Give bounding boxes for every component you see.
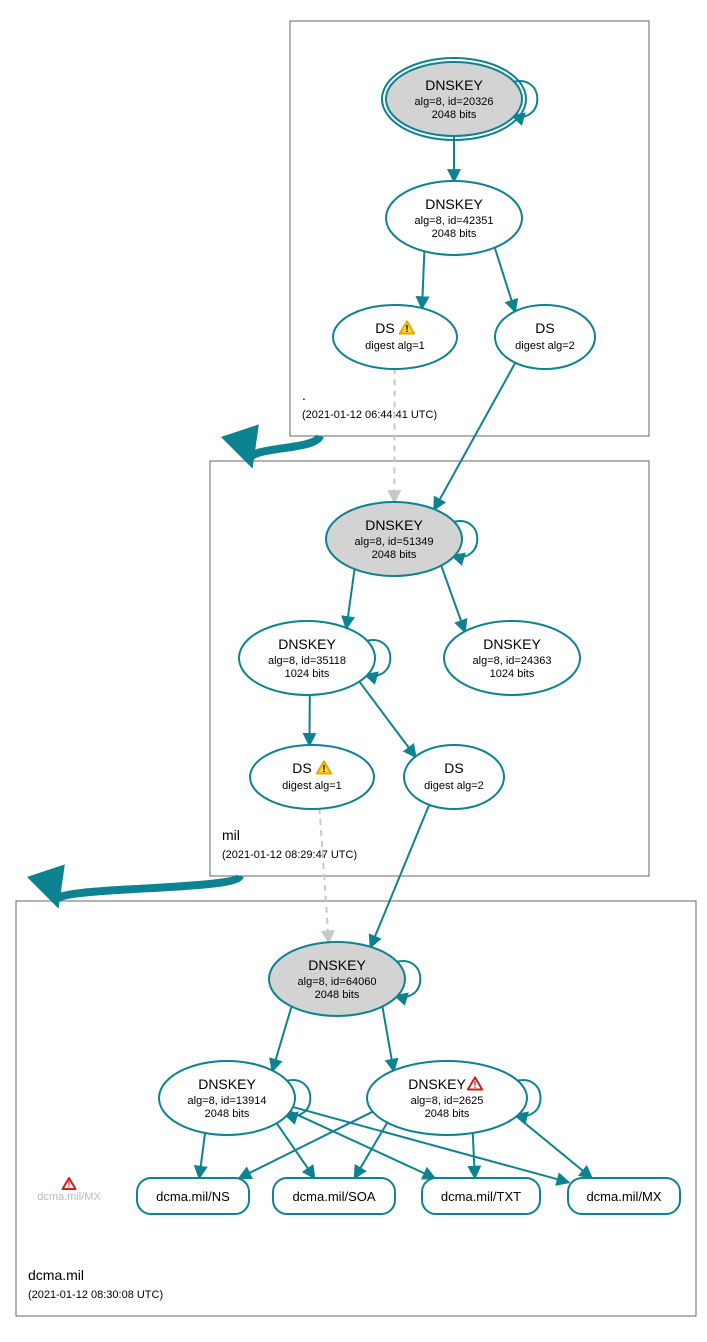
- node-dcma_zsk1: DNSKEY alg=8, id=139142048 bits: [159, 1061, 295, 1135]
- node-line2: alg=8, id=20326: [415, 96, 494, 108]
- node-mil_ds2: DS digest alg=2: [404, 745, 504, 809]
- node-rr_soa: dcma.mil/SOA: [273, 1178, 395, 1214]
- edge: [382, 1006, 394, 1072]
- dnssec-diagram: . (2021-01-12 06:44:41 UTC) mil (2021-01-12…: [0, 0, 707, 1342]
- zone-transition-arrow: [56, 876, 240, 901]
- node-line3: 2048 bits: [432, 228, 477, 240]
- rrset-label: dcma.mil/SOA: [292, 1189, 375, 1204]
- node-line2: alg=8, id=42351: [415, 215, 494, 227]
- node-title: DS: [292, 760, 311, 776]
- rrset-label: dcma.mil/NS: [156, 1189, 230, 1204]
- svg-text:!: !: [322, 764, 325, 775]
- zone-transition-arrow: [250, 436, 320, 461]
- node-title: DS: [444, 760, 463, 776]
- node-line2: digest alg=1: [282, 780, 342, 792]
- node-title: DS: [535, 320, 554, 336]
- node-dcma_ksk: DNSKEY alg=8, id=640602048 bits: [269, 942, 405, 1016]
- node-mil_zsk1: DNSKEY alg=8, id=351181024 bits: [239, 621, 375, 695]
- node-title: DNSKEY: [308, 957, 366, 973]
- edge: [494, 247, 515, 312]
- node-line2: alg=8, id=2625: [411, 1095, 484, 1107]
- edge: [354, 1122, 387, 1179]
- node-title: DNSKEY: [483, 636, 541, 652]
- node-rr_txt: dcma.mil/TXT: [422, 1178, 540, 1214]
- zone-timestamp: (2021-01-12 08:29:47 UTC): [222, 849, 357, 861]
- edge: [272, 1006, 292, 1072]
- node-root_zsk: DNSKEY alg=8, id=423512048 bits: [386, 181, 522, 255]
- node-line3: 2048 bits: [372, 549, 417, 561]
- svg-text:!: !: [68, 1180, 71, 1190]
- edge: [516, 1116, 593, 1179]
- node-root_ksk: DNSKEY alg=8, id=203262048 bits: [382, 58, 526, 140]
- edge: [441, 565, 465, 633]
- node-dcma_zsk2: DNSKEY! alg=8, id=26252048 bits: [367, 1061, 527, 1135]
- node-line2: alg=8, id=51349: [355, 536, 434, 548]
- node-mil_ksk: DNSKEY alg=8, id=513492048 bits: [326, 502, 462, 576]
- node-line2: digest alg=2: [515, 340, 575, 352]
- node-mil_zsk2: DNSKEY alg=8, id=243631024 bits: [444, 621, 580, 695]
- svg-text:!: !: [473, 1080, 476, 1091]
- node-title: DNSKEY: [278, 636, 336, 652]
- zone-label: dcma.mil: [28, 1267, 84, 1283]
- node-line2: alg=8, id=64060: [298, 976, 377, 988]
- node-title: DNSKEY: [365, 517, 423, 533]
- node-line2: alg=8, id=24363: [473, 655, 552, 667]
- node-root_ds2: DS digest alg=2: [495, 305, 595, 369]
- edge: [359, 681, 416, 757]
- zone-label: mil: [222, 827, 240, 843]
- node-title: DS: [375, 320, 394, 336]
- node-line2: alg=8, id=35118: [268, 655, 346, 667]
- node-line3: 2048 bits: [425, 1108, 470, 1120]
- node-title: DNSKEY: [198, 1076, 256, 1092]
- node-mil_ds1: DS! digest alg=1: [250, 745, 374, 809]
- node-line3: 2048 bits: [432, 109, 477, 121]
- node-line2: alg=8, id=13914: [188, 1095, 267, 1107]
- node-line3: 2048 bits: [205, 1108, 250, 1120]
- node-line3: 1024 bits: [285, 668, 330, 680]
- node-line2: digest alg=1: [365, 340, 425, 352]
- node-title: DNSKEY: [408, 1076, 466, 1092]
- edge: [422, 250, 424, 308]
- edge: [346, 568, 354, 628]
- node-rr_mx: dcma.mil/MX: [568, 1178, 680, 1214]
- edge: [199, 1132, 205, 1178]
- rrset-label: dcma.mil/MX: [586, 1189, 661, 1204]
- svg-text:!: !: [405, 324, 408, 335]
- zone-label: .: [302, 387, 306, 403]
- ghost-rrset-label: dcma.mil/MX: [37, 1191, 101, 1203]
- zone-timestamp: (2021-01-12 08:30:08 UTC): [28, 1289, 163, 1301]
- node-line2: digest alg=2: [424, 780, 484, 792]
- edge: [473, 1132, 475, 1178]
- node-root_ds1: DS! digest alg=1: [333, 305, 457, 369]
- node-rr_ns: dcma.mil/NS: [137, 1178, 249, 1214]
- node-line3: 2048 bits: [315, 989, 360, 1001]
- node-title: DNSKEY: [425, 77, 483, 93]
- zone-timestamp: (2021-01-12 06:44:41 UTC): [302, 409, 437, 421]
- node-title: DNSKEY: [425, 196, 483, 212]
- rrset-label: dcma.mil/TXT: [441, 1189, 521, 1204]
- node-line3: 1024 bits: [490, 668, 535, 680]
